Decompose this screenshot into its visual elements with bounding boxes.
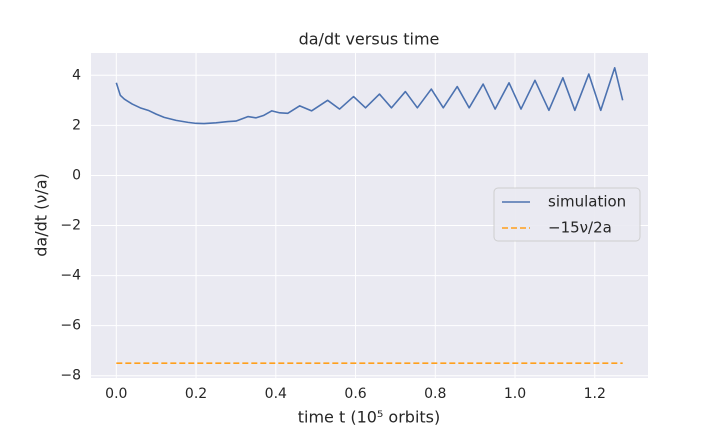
legend-box — [493, 187, 641, 242]
x-tick-label: 1.2 — [584, 386, 606, 402]
y-tick-label: −6 — [60, 318, 81, 334]
legend-label: −15ν/2a — [548, 219, 612, 237]
x-tick-label: 0.4 — [265, 386, 287, 402]
x-tick-label: 1.0 — [504, 386, 526, 402]
series-line — [115, 66, 624, 125]
legend: simulation −15ν/2a — [493, 187, 641, 242]
y-tick-label: −4 — [60, 268, 81, 284]
chart-title: da/dt versus time — [299, 30, 440, 49]
x-tick-label: 0.8 — [424, 386, 446, 402]
y-tick-label: 2 — [72, 117, 81, 133]
y-tick-label: 0 — [72, 167, 81, 183]
legend-label: simulation — [548, 193, 626, 211]
x-tick-label: 0.2 — [185, 386, 207, 402]
x-tick-label: 0.6 — [344, 386, 366, 402]
x-tick-label: 0.0 — [105, 386, 127, 402]
y-tick-label: 4 — [72, 67, 81, 83]
y-tick-label: −8 — [60, 368, 81, 384]
x-axis-label: time t (10⁵ orbits) — [298, 408, 441, 427]
y-axis-label: da/dt (ν/a) — [32, 173, 51, 256]
y-tick-label: −2 — [60, 218, 81, 234]
